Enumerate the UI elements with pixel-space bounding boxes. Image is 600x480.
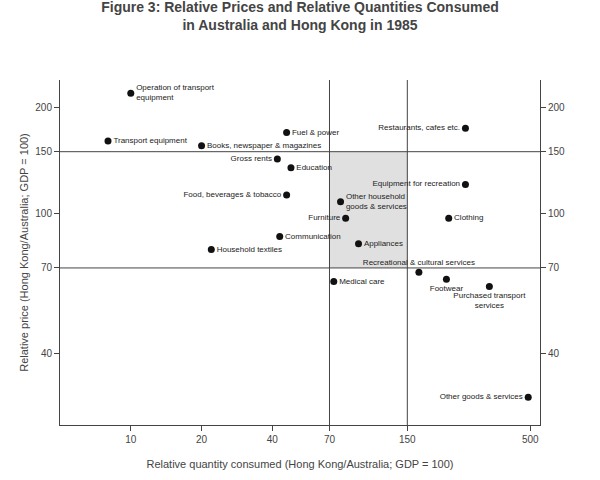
svg-text:Fuel & power: Fuel & power — [292, 128, 339, 137]
svg-text:500: 500 — [522, 434, 539, 445]
svg-text:Transport equipment: Transport equipment — [113, 136, 187, 145]
svg-text:70: 70 — [41, 262, 53, 273]
svg-text:Books, newspaper & magazines: Books, newspaper & magazines — [207, 141, 321, 150]
svg-text:Relative price (Hong Kong/Aust: Relative price (Hong Kong/Australia; GDP… — [18, 133, 30, 372]
svg-text:Gross rents: Gross rents — [231, 154, 272, 163]
svg-text:200: 200 — [548, 102, 565, 113]
svg-text:150: 150 — [399, 434, 416, 445]
svg-text:200: 200 — [35, 102, 52, 113]
svg-text:Furniture: Furniture — [308, 213, 341, 222]
svg-text:Clothing: Clothing — [454, 213, 483, 222]
svg-text:40: 40 — [41, 348, 53, 359]
svg-text:40: 40 — [548, 348, 560, 359]
svg-text:100: 100 — [548, 208, 565, 219]
svg-text:Restaurants, cafes etc.: Restaurants, cafes etc. — [378, 123, 460, 132]
svg-text:Food, beverages & tobacco: Food, beverages & tobacco — [183, 190, 281, 199]
svg-text:40: 40 — [267, 434, 279, 445]
svg-text:Appliances: Appliances — [364, 239, 403, 248]
svg-text:Household textiles: Household textiles — [217, 245, 282, 254]
svg-text:Communication: Communication — [285, 232, 341, 241]
svg-text:20: 20 — [196, 434, 208, 445]
svg-text:100: 100 — [35, 208, 52, 219]
svg-text:150: 150 — [548, 146, 565, 157]
svg-text:Operation of transportequipmen: Operation of transportequipment — [136, 83, 215, 102]
svg-text:Education: Education — [296, 163, 332, 172]
svg-text:Figure 3: Relative Prices and: Figure 3: Relative Prices and Relative Q… — [101, 0, 499, 33]
svg-text:Other goods & services: Other goods & services — [440, 392, 523, 401]
svg-text:Footwear: Footwear — [430, 284, 464, 293]
svg-text:70: 70 — [548, 262, 560, 273]
svg-text:Equipment for recreation: Equipment for recreation — [372, 179, 460, 188]
svg-text:10: 10 — [125, 434, 137, 445]
svg-text:Recreational & cultural servic: Recreational & cultural services — [363, 258, 475, 267]
svg-text:Relative quantity consumed (Ho: Relative quantity consumed (Hong Kong/Au… — [146, 458, 453, 470]
svg-text:Purchased transportservices: Purchased transportservices — [453, 291, 526, 310]
svg-text:70: 70 — [324, 434, 336, 445]
svg-text:150: 150 — [35, 146, 52, 157]
svg-text:Medical care: Medical care — [339, 277, 385, 286]
svg-text:Other householdgoods & service: Other householdgoods & services — [346, 192, 407, 211]
